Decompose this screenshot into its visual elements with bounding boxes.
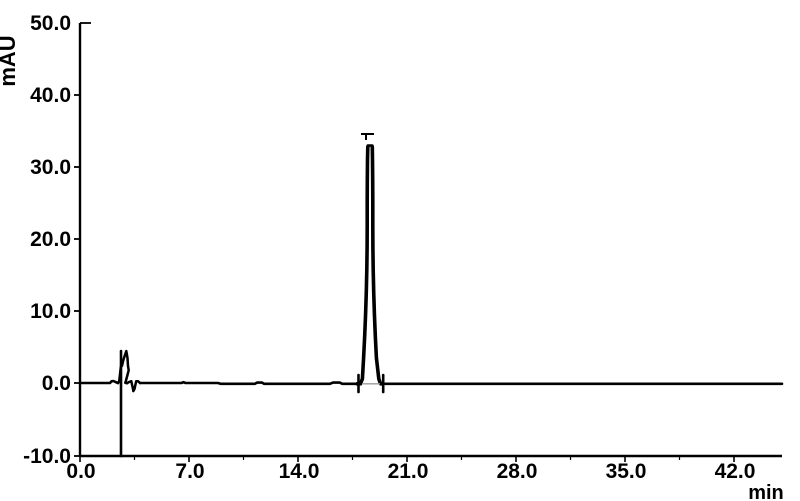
svg-text:40.0: 40.0 xyxy=(30,84,71,107)
svg-text:mAU: mAU xyxy=(0,35,20,86)
svg-text:50.0: 50.0 xyxy=(30,12,71,35)
svg-text:30.0: 30.0 xyxy=(30,156,71,179)
svg-text:min: min xyxy=(748,482,784,501)
svg-text:42.0: 42.0 xyxy=(715,460,756,483)
svg-text:14.0: 14.0 xyxy=(279,460,320,483)
svg-text:28.0: 28.0 xyxy=(497,460,538,483)
svg-text:10.0: 10.0 xyxy=(30,300,71,323)
svg-text:0.0: 0.0 xyxy=(66,460,95,483)
svg-text:21.0: 21.0 xyxy=(388,460,429,483)
svg-text:-10.0: -10.0 xyxy=(23,445,71,468)
svg-text:35.0: 35.0 xyxy=(606,460,647,483)
svg-text:7.0: 7.0 xyxy=(175,460,204,483)
svg-text:20.0: 20.0 xyxy=(30,228,71,251)
svg-text:0.0: 0.0 xyxy=(42,372,71,395)
